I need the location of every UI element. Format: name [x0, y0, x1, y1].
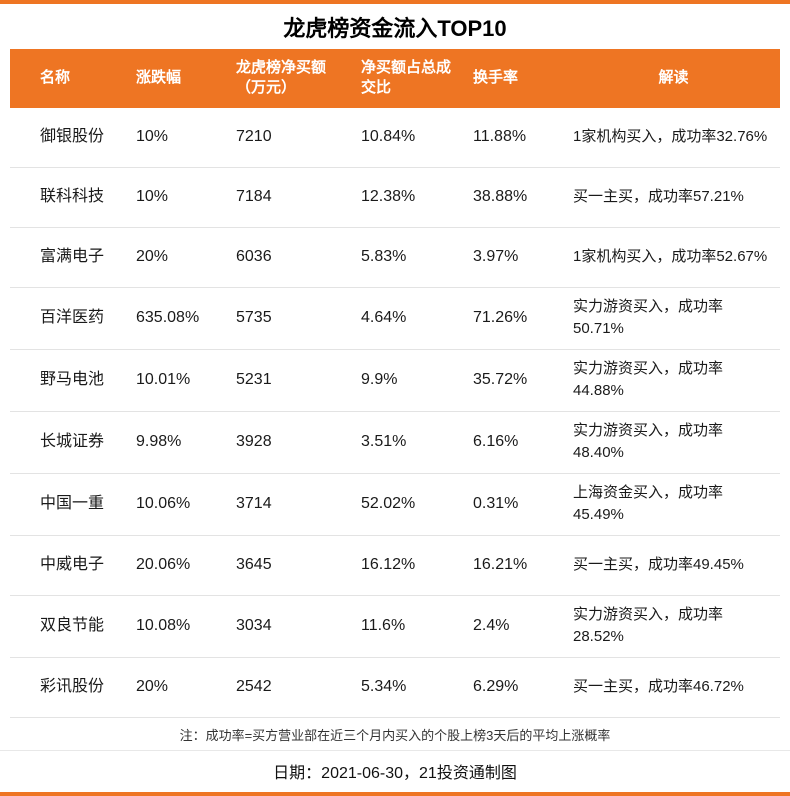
cell-name: 野马电池 — [10, 349, 130, 412]
table-row: 中威电子 20.06% 3645 16.12% 16.21% 买一主买，成功率49.45% — [10, 535, 780, 596]
cell-net-buy-ratio: 5.83% — [355, 227, 467, 288]
cell-name: 双良节能 — [10, 595, 130, 658]
cell-interpretation: 买一主买，成功率57.21% — [567, 167, 780, 228]
cell-net-buy: 5735 — [230, 287, 355, 350]
cell-change: 635.08% — [130, 287, 230, 350]
cell-net-buy-ratio: 10.84% — [355, 107, 467, 168]
table-row: 中国一重 10.06% 3714 52.02% 0.31% 上海资金买入，成功率45.49… — [10, 473, 780, 536]
cell-interpretation: 买一主买，成功率49.45% — [567, 535, 780, 596]
cell-interpretation: 实力游资买入，成功率28.52% — [567, 595, 780, 658]
cell-change: 9.98% — [130, 411, 230, 474]
page-title: 龙虎榜资金流入TOP10 — [283, 16, 507, 41]
date-source-line: 日期：2021-06-30，21投资通制图 — [273, 764, 517, 782]
cell-net-buy-ratio: 12.38% — [355, 167, 467, 228]
cell-net-buy: 3034 — [230, 595, 355, 658]
cell-net-buy: 3714 — [230, 473, 355, 536]
top-accent-bar — [0, 0, 790, 4]
footer: 注：成功率=买方营业部在近三个月内买入的个股上榜3天后的平均上涨概率 日期：20… — [0, 718, 790, 792]
cell-change: 20.06% — [130, 535, 230, 596]
column-header-change: 涨跌幅 — [130, 49, 230, 108]
table-row: 百洋医药 635.08% 5735 4.64% 71.26% 实力游资买入，成功率50.7… — [10, 287, 780, 350]
cell-net-buy: 3928 — [230, 411, 355, 474]
column-header-turnover: 换手率 — [467, 49, 567, 108]
cell-net-buy-ratio: 52.02% — [355, 473, 467, 536]
column-header-name: 名称 — [10, 49, 130, 108]
cell-name: 百洋医药 — [10, 287, 130, 350]
cell-name: 中威电子 — [10, 535, 130, 596]
table-row: 双良节能 10.08% 3034 11.6% 2.4% 实力游资买入，成功率28.52% — [10, 595, 780, 658]
cell-interpretation: 实力游资买入，成功率48.40% — [567, 411, 780, 474]
cell-net-buy-ratio: 3.51% — [355, 411, 467, 474]
cell-name: 联科科技 — [10, 167, 130, 228]
cell-turnover: 0.31% — [467, 473, 567, 536]
cell-net-buy: 5231 — [230, 349, 355, 412]
cell-turnover: 6.29% — [467, 657, 567, 718]
cell-turnover: 6.16% — [467, 411, 567, 474]
cell-name: 彩讯股份 — [10, 657, 130, 718]
cell-net-buy: 3645 — [230, 535, 355, 596]
cell-turnover: 3.97% — [467, 227, 567, 288]
cell-net-buy: 2542 — [230, 657, 355, 718]
cell-net-buy-ratio: 4.64% — [355, 287, 467, 350]
cell-interpretation: 1家机构买入，成功率52.67% — [567, 227, 780, 288]
cell-net-buy-ratio: 11.6% — [355, 595, 467, 658]
column-header-interpretation: 解读 — [567, 49, 780, 108]
cell-change: 10% — [130, 167, 230, 228]
cell-turnover: 11.88% — [467, 107, 567, 168]
cell-turnover: 35.72% — [467, 349, 567, 412]
cell-net-buy-ratio: 5.34% — [355, 657, 467, 718]
table-row: 彩讯股份 20% 2542 5.34% 6.29% 买一主买，成功率46.72% — [10, 657, 780, 718]
column-header-net-buy-ratio: 净买额占总成交比 — [355, 49, 467, 108]
top10-table: 名称 涨跌幅 龙虎榜净买额（万元） 净买额占总成交比 换手率 解读 御银股份 10% 7210… — [10, 49, 780, 718]
cell-turnover: 2.4% — [467, 595, 567, 658]
table-header: 名称 涨跌幅 龙虎榜净买额（万元） 净买额占总成交比 换手率 解读 — [10, 49, 780, 108]
cell-net-buy-ratio: 9.9% — [355, 349, 467, 412]
bottom-accent-bar — [0, 791, 790, 796]
cell-turnover: 16.21% — [467, 535, 567, 596]
column-header-net-buy: 龙虎榜净买额（万元） — [230, 49, 355, 108]
cell-interpretation: 实力游资买入，成功率44.88% — [567, 349, 780, 412]
cell-net-buy: 6036 — [230, 227, 355, 288]
table-row: 长城证券 9.98% 3928 3.51% 6.16% 实力游资买入，成功率48.40% — [10, 411, 780, 474]
cell-net-buy: 7184 — [230, 167, 355, 228]
top10-table-container: 名称 涨跌幅 龙虎榜净买额（万元） 净买额占总成交比 换手率 解读 御银股份 10% 7210… — [0, 49, 790, 718]
cell-name: 中国一重 — [10, 473, 130, 536]
table-row: 御银股份 10% 7210 10.84% 11.88% 1家机构买入，成功率32.76% — [10, 107, 780, 168]
table-row: 富满电子 20% 6036 5.83% 3.97% 1家机构买入，成功率52.67% — [10, 227, 780, 288]
table-body: 御银股份 10% 7210 10.84% 11.88% 1家机构买入，成功率32.76% 联… — [10, 107, 780, 718]
cell-name: 长城证券 — [10, 411, 130, 474]
table-header-row: 名称 涨跌幅 龙虎榜净买额（万元） 净买额占总成交比 换手率 解读 — [10, 49, 780, 108]
cell-name: 御银股份 — [10, 107, 130, 168]
cell-turnover: 71.26% — [467, 287, 567, 350]
cell-interpretation: 实力游资买入，成功率50.71% — [567, 287, 780, 350]
cell-change: 10.01% — [130, 349, 230, 412]
footnote: 注：成功率=买方营业部在近三个月内买入的个股上榜3天后的平均上涨概率 — [0, 718, 790, 751]
cell-net-buy-ratio: 16.12% — [355, 535, 467, 596]
table-row: 联科科技 10% 7184 12.38% 38.88% 买一主买，成功率57.21% — [10, 167, 780, 228]
cell-interpretation: 1家机构买入，成功率32.76% — [567, 107, 780, 168]
cell-change: 10.06% — [130, 473, 230, 536]
cell-change: 10.08% — [130, 595, 230, 658]
cell-change: 20% — [130, 657, 230, 718]
cell-net-buy: 7210 — [230, 107, 355, 168]
cell-name: 富满电子 — [10, 227, 130, 288]
cell-interpretation: 买一主买，成功率46.72% — [567, 657, 780, 718]
cell-turnover: 38.88% — [467, 167, 567, 228]
table-row: 野马电池 10.01% 5231 9.9% 35.72% 实力游资买入，成功率44.88% — [10, 349, 780, 412]
cell-change: 20% — [130, 227, 230, 288]
cell-change: 10% — [130, 107, 230, 168]
cell-interpretation: 上海资金买入，成功率45.49% — [567, 473, 780, 536]
